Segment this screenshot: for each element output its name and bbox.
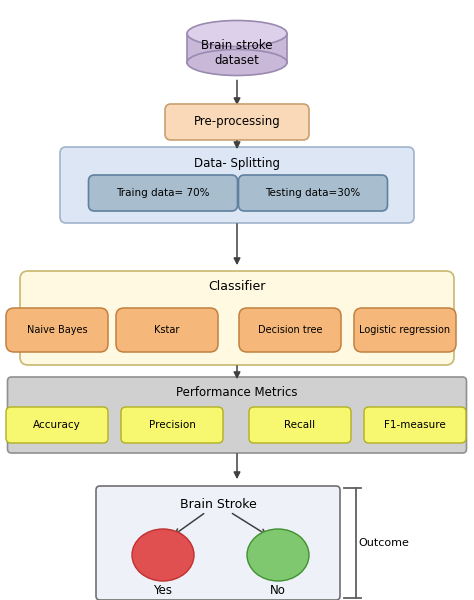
Text: Traing data= 70%: Traing data= 70% bbox=[116, 188, 210, 198]
FancyBboxPatch shape bbox=[6, 308, 108, 352]
Text: Accuracy: Accuracy bbox=[33, 420, 81, 430]
Text: Data- Splitting: Data- Splitting bbox=[194, 157, 280, 169]
FancyBboxPatch shape bbox=[60, 147, 414, 223]
FancyBboxPatch shape bbox=[6, 407, 108, 443]
FancyBboxPatch shape bbox=[8, 377, 466, 453]
FancyBboxPatch shape bbox=[116, 308, 218, 352]
Text: Decision tree: Decision tree bbox=[258, 325, 322, 335]
FancyBboxPatch shape bbox=[364, 407, 466, 443]
FancyBboxPatch shape bbox=[239, 308, 341, 352]
Text: Recall: Recall bbox=[284, 420, 316, 430]
FancyBboxPatch shape bbox=[20, 271, 454, 365]
Text: Naive Bayes: Naive Bayes bbox=[27, 325, 87, 335]
Text: Classifier: Classifier bbox=[208, 280, 266, 292]
Ellipse shape bbox=[187, 49, 287, 76]
Text: Outcome: Outcome bbox=[358, 538, 410, 548]
Ellipse shape bbox=[247, 529, 309, 581]
FancyBboxPatch shape bbox=[89, 175, 237, 211]
FancyBboxPatch shape bbox=[96, 486, 340, 600]
FancyBboxPatch shape bbox=[238, 175, 388, 211]
Text: Brain Stroke: Brain Stroke bbox=[180, 497, 256, 511]
FancyBboxPatch shape bbox=[121, 407, 223, 443]
Text: Performance Metrics: Performance Metrics bbox=[176, 385, 298, 398]
Text: Brain stroke
dataset: Brain stroke dataset bbox=[201, 39, 273, 67]
FancyBboxPatch shape bbox=[249, 407, 351, 443]
Text: Logistic regression: Logistic regression bbox=[359, 325, 451, 335]
Text: F1-measure: F1-measure bbox=[384, 420, 446, 430]
Polygon shape bbox=[187, 34, 287, 62]
FancyBboxPatch shape bbox=[165, 104, 309, 140]
Ellipse shape bbox=[187, 20, 287, 46]
Text: Precision: Precision bbox=[148, 420, 195, 430]
FancyBboxPatch shape bbox=[354, 308, 456, 352]
Text: Kstar: Kstar bbox=[155, 325, 180, 335]
Text: No: No bbox=[270, 584, 286, 598]
Text: Pre-processing: Pre-processing bbox=[193, 115, 281, 128]
Text: Yes: Yes bbox=[154, 584, 173, 598]
Text: Testing data=30%: Testing data=30% bbox=[265, 188, 361, 198]
Ellipse shape bbox=[132, 529, 194, 581]
